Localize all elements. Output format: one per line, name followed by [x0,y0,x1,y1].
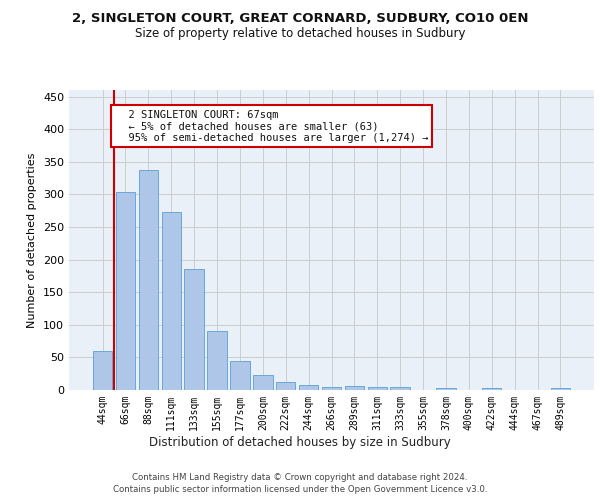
Text: Size of property relative to detached houses in Sudbury: Size of property relative to detached ho… [135,28,465,40]
Y-axis label: Number of detached properties: Number of detached properties [28,152,37,328]
Bar [253,375,272,390]
Bar [139,170,158,390]
Bar [368,388,387,390]
Bar [276,382,295,390]
Bar [230,360,250,390]
Text: Distribution of detached houses by size in Sudbury: Distribution of detached houses by size … [149,436,451,449]
Bar [391,388,410,390]
Bar [299,385,319,390]
Bar [184,270,204,390]
Text: 2, SINGLETON COURT, GREAT CORNARD, SUDBURY, CO10 0EN: 2, SINGLETON COURT, GREAT CORNARD, SUDBU… [72,12,528,26]
Text: Contains public sector information licensed under the Open Government Licence v3: Contains public sector information licen… [113,485,487,494]
Bar [116,192,135,390]
Text: Contains HM Land Registry data © Crown copyright and database right 2024.: Contains HM Land Registry data © Crown c… [132,472,468,482]
Bar [208,332,227,390]
Bar [322,386,341,390]
Bar [344,386,364,390]
Bar [93,351,112,390]
Bar [161,212,181,390]
Bar [551,388,570,390]
Bar [482,388,502,390]
Text: 2 SINGLETON COURT: 67sqm
  ← 5% of detached houses are smaller (63)
  95% of sem: 2 SINGLETON COURT: 67sqm ← 5% of detache… [116,110,428,143]
Bar [436,388,455,390]
